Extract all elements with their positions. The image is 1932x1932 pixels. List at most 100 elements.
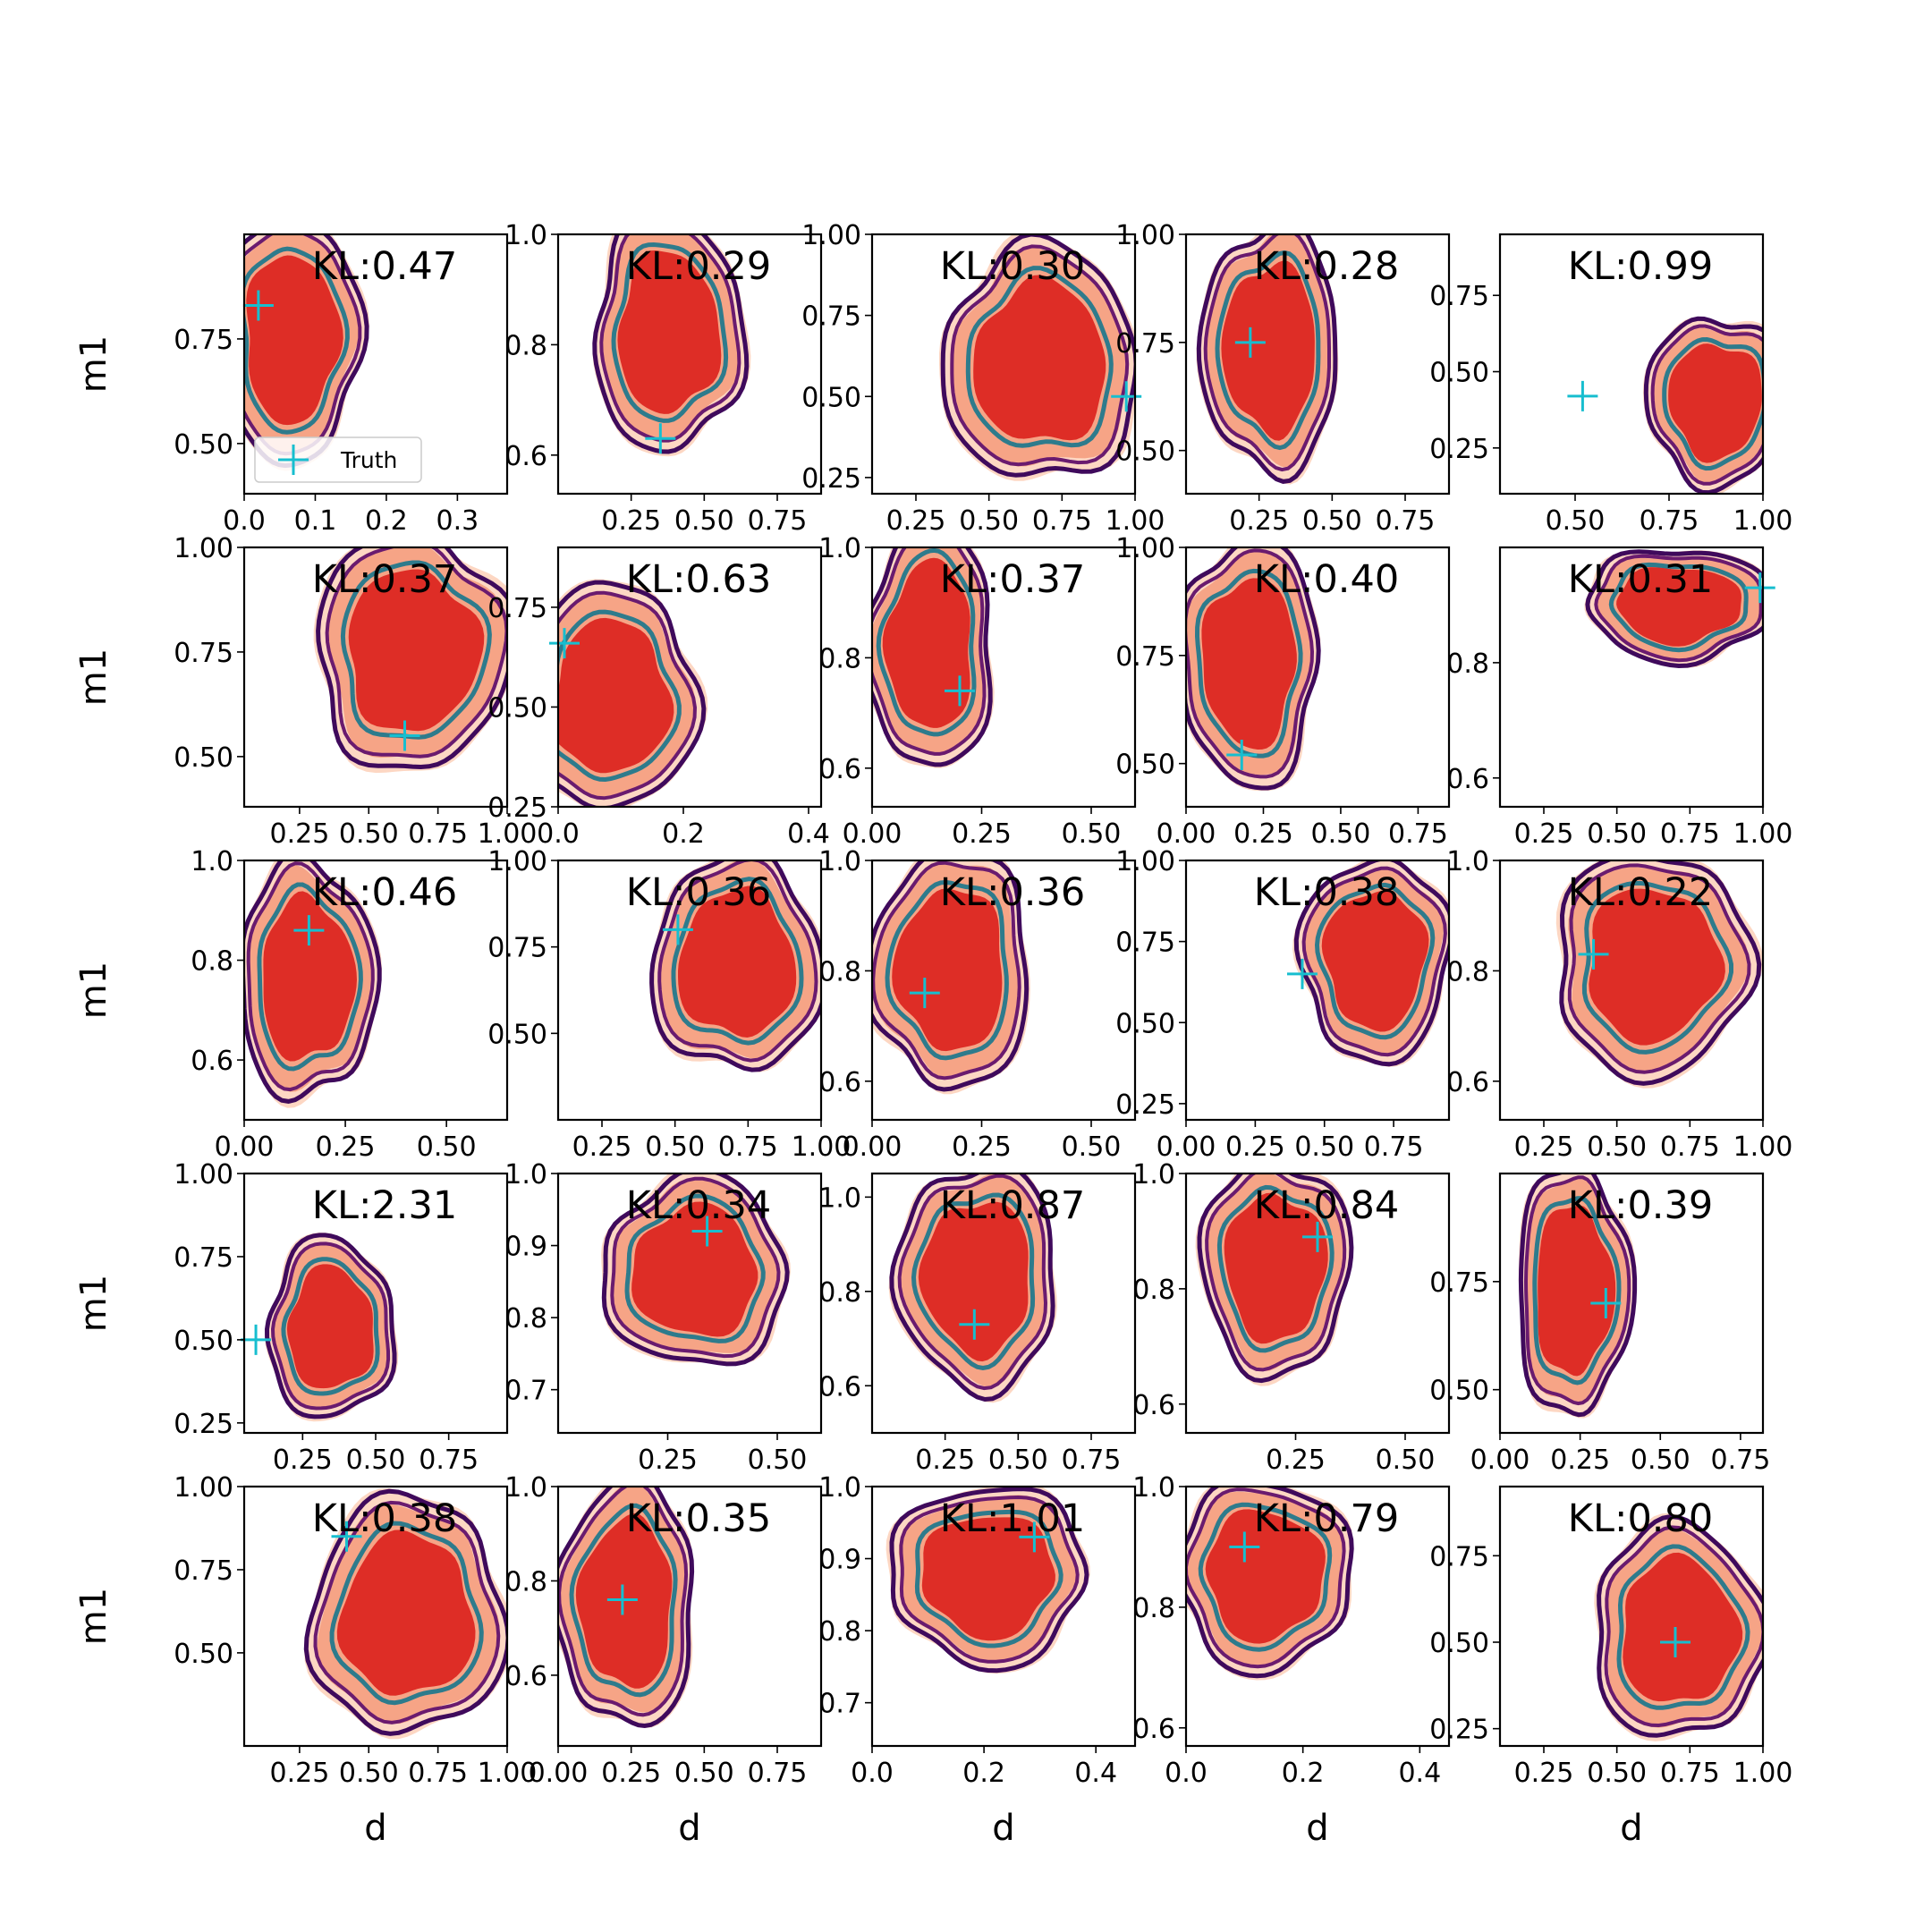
- contour-mid: [558, 1487, 689, 1717]
- x-tick-label: 0.75: [1388, 818, 1448, 850]
- y-tick-label: 0.8: [1132, 1275, 1175, 1306]
- x-tick-label: 0.50: [1546, 505, 1606, 537]
- y-tick-label: 0.50: [1115, 750, 1175, 781]
- y-tick-label: 0.75: [1429, 1267, 1489, 1299]
- axes-frame: [1184, 1172, 1451, 1435]
- density-layer: [558, 579, 708, 807]
- kl-label: KL:0.29: [626, 244, 771, 289]
- density-fill-dark: [617, 250, 722, 414]
- x-tick-label: 0.50: [1631, 1445, 1690, 1476]
- x-tick-label: 0.75: [748, 1758, 808, 1789]
- contour-mid: [1205, 1174, 1347, 1372]
- x-tick-label: 0.0: [1165, 1758, 1208, 1789]
- density-layer: [1518, 1174, 1638, 1419]
- x-tick-label: 1.00: [478, 1758, 538, 1789]
- contour-mid: [558, 590, 698, 801]
- x-tick-label: 0.50: [417, 1131, 477, 1163]
- x-tick-label: 0.25: [952, 818, 1012, 850]
- contour-inner: [257, 882, 363, 1072]
- contour-mid: [950, 244, 1130, 467]
- density-layer: [888, 1174, 1057, 1403]
- y-tick-label: 0.6: [818, 754, 861, 785]
- kl-label: KL:0.79: [1254, 1496, 1399, 1541]
- contour-inner: [914, 1509, 1063, 1648]
- contour-outer: [1186, 547, 1321, 791]
- density-fill-dark: [882, 557, 970, 728]
- panel-11: 0.00 0.25 0.50 0.6 0.8 1.0 KL:0.46 m1: [73, 846, 509, 1163]
- contour-outer: [1197, 1174, 1354, 1384]
- density-layer: [1186, 1487, 1354, 1681]
- panel-19: 0.25 0.50 0.6 0.8 1.0 KL:0.84: [1132, 1159, 1451, 1476]
- x-tick-label: 0.75: [718, 1131, 778, 1163]
- y-tick-label: 0.7: [504, 1376, 547, 1407]
- y-tick-label: 0.25: [1429, 1715, 1489, 1746]
- kl-label: KL:0.40: [1254, 557, 1399, 602]
- y-tick-label: 0.8: [818, 956, 861, 987]
- x-axis-label: d: [992, 1808, 1014, 1849]
- y-tick-label: 0.6: [1132, 1714, 1175, 1745]
- x-tick-label: 0.00: [529, 1758, 589, 1789]
- density-layer: [244, 860, 382, 1108]
- contour-mid: [270, 1241, 391, 1411]
- panel-18: 0.25 0.50 0.75 0.6 0.8 1.0 KL:0.87: [818, 1172, 1137, 1476]
- x-tick-label: 0.75: [1032, 505, 1092, 537]
- truth-marker: [909, 978, 940, 1009]
- y-tick-label: 1.0: [504, 1472, 547, 1504]
- contour-inner: [569, 1503, 678, 1698]
- axes-frame: [870, 233, 1137, 496]
- x-tick-label: 0.25: [601, 1758, 661, 1789]
- panel-8: 0.00 0.25 0.50 0.6 0.8 1.0 KL:0.37: [818, 533, 1137, 850]
- y-tick-label: 0.50: [174, 742, 233, 774]
- contour-mid: [1594, 554, 1763, 663]
- x-tick-label: 1.00: [1733, 1758, 1793, 1789]
- y-tick-label: 0.50: [174, 1326, 233, 1357]
- kl-label: KL:0.47: [312, 244, 457, 289]
- panel-15: 0.25 0.50 0.75 1.00 0.6 0.8 1.0 KL:0.22: [1446, 846, 1792, 1163]
- y-tick-label: 0.8: [504, 1303, 547, 1335]
- contour-outer: [303, 1488, 507, 1736]
- axes-frame: [556, 1485, 823, 1748]
- y-tick-label: 1.00: [1115, 220, 1175, 251]
- kl-label: KL:0.36: [940, 870, 1085, 915]
- y-tick-label: 1.0: [818, 533, 861, 564]
- y-tick-label: 0.9: [818, 1545, 861, 1576]
- axes-frame: [1498, 546, 1765, 809]
- x-tick-label: 0.00: [1157, 818, 1216, 850]
- density-layer: [1186, 547, 1321, 792]
- contour-inner: [1215, 250, 1321, 451]
- axes-frame: [1498, 233, 1765, 496]
- kl-label: KL:0.35: [626, 1496, 771, 1541]
- x-tick-label: 1.00: [1733, 505, 1793, 537]
- y-tick-label: 0.50: [487, 692, 547, 724]
- y-tick-label: 0.75: [1115, 928, 1175, 959]
- kl-label: KL:0.37: [312, 557, 457, 602]
- panel-21: 0.25 0.50 0.75 1.00 0.50 0.75 1.00 KL:0.38 m1 d: [73, 1472, 537, 1849]
- kl-label: KL:0.38: [1254, 870, 1399, 915]
- density-layer: [872, 547, 995, 768]
- density-layer: [872, 860, 1030, 1095]
- x-tick-label: 0.50: [1587, 1758, 1647, 1789]
- contour-outer: [1643, 316, 1763, 494]
- density-layer: [558, 1487, 695, 1729]
- y-tick-label: 0.75: [487, 593, 547, 624]
- y-tick-label: 0.8: [1446, 648, 1489, 680]
- y-tick-label: 0.75: [174, 1555, 233, 1587]
- x-tick-label: 0.00: [843, 1131, 902, 1163]
- density-fill-dark: [1538, 1205, 1616, 1377]
- truth-marker: [241, 1324, 272, 1355]
- kl-label: KL:0.84: [1254, 1183, 1399, 1228]
- x-tick-label: 1.00: [1733, 818, 1793, 850]
- density-fill-dark: [1221, 260, 1315, 441]
- x-tick-label: 0.75: [1711, 1445, 1771, 1476]
- x-tick-label: 1.00: [1106, 505, 1165, 537]
- density-fill-dark: [348, 569, 485, 732]
- density-layer: [592, 234, 751, 457]
- density-layer: [264, 1233, 399, 1422]
- y-tick-label: 1.0: [818, 1182, 861, 1214]
- contour-outer: [316, 547, 507, 770]
- y-tick-label: 1.00: [174, 533, 233, 564]
- contour-mid: [1186, 548, 1315, 779]
- contour-inner: [1662, 336, 1763, 471]
- density-fill-dark: [1668, 343, 1762, 463]
- x-tick-label: 0.75: [419, 1445, 479, 1476]
